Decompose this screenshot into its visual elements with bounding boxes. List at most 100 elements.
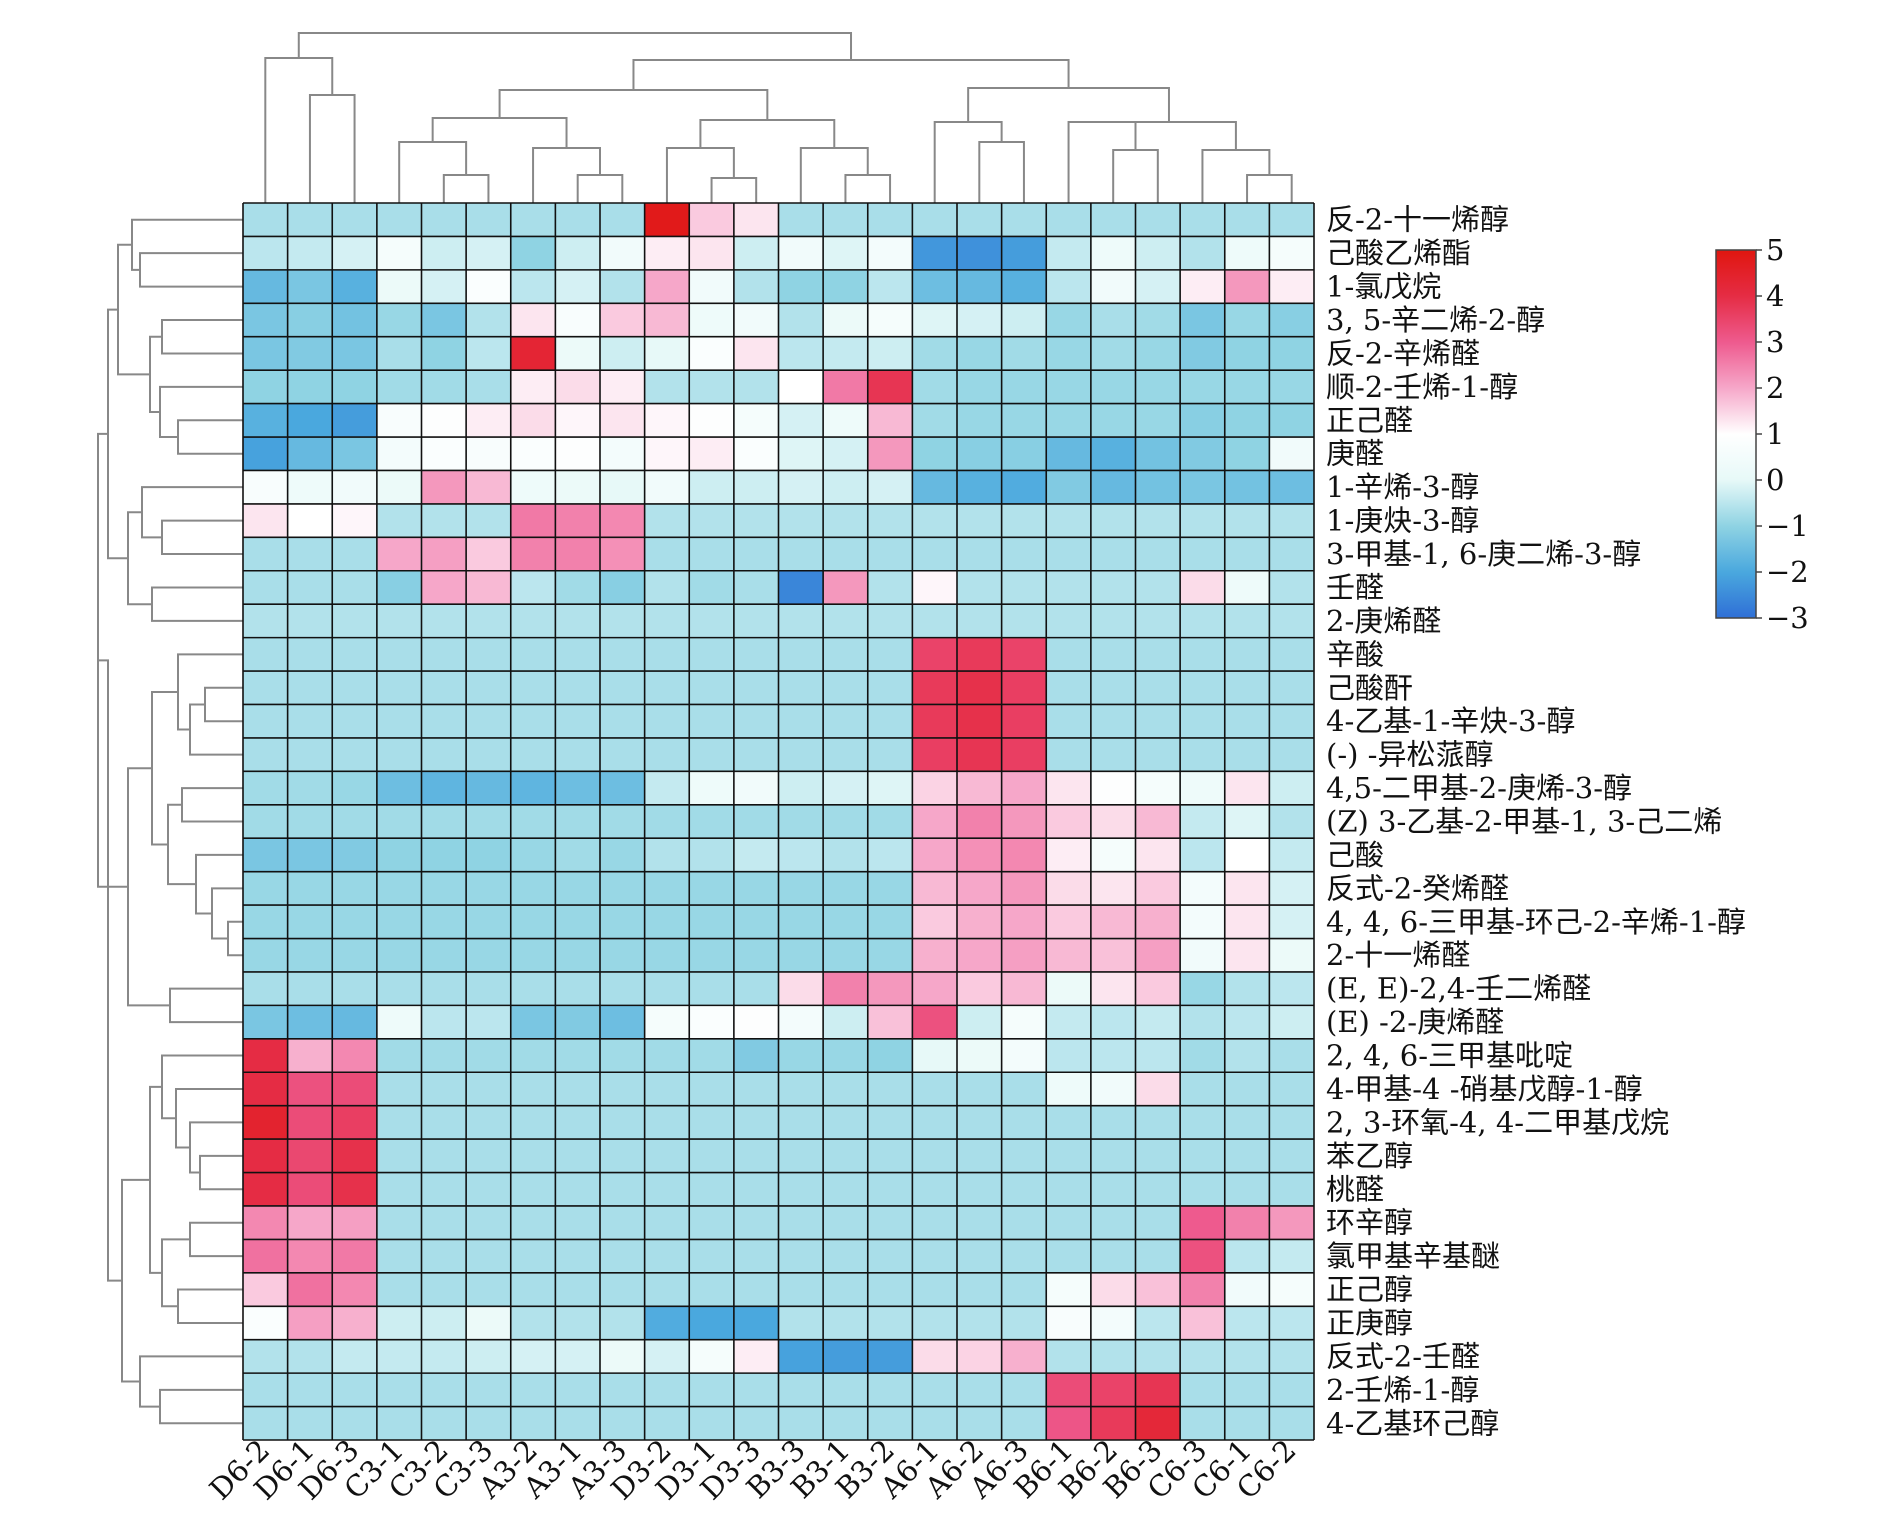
heatmap-cell [1135, 1272, 1181, 1307]
heatmap-cell [421, 704, 467, 738]
heatmap-cell [912, 938, 957, 972]
heatmap-cell [243, 1306, 288, 1340]
heatmap-cell [689, 704, 734, 738]
heatmap-cell [555, 637, 600, 672]
dendrogram-link [169, 987, 243, 1024]
heatmap-cell [600, 737, 645, 772]
heatmap-cell [466, 437, 511, 471]
dendrogram-link [161, 1238, 190, 1308]
heatmap-cell [555, 1005, 600, 1039]
heatmap-cell [421, 303, 467, 337]
heatmap-cell [644, 771, 690, 805]
heatmap-cell [823, 804, 868, 839]
heatmap-cell [1224, 336, 1270, 371]
heatmap-cell [243, 537, 288, 571]
dendrogram-link [297, 32, 853, 60]
heatmap-cell [1180, 1139, 1225, 1173]
heatmap-cell [466, 604, 511, 638]
heatmap-cell [778, 437, 824, 471]
heatmap-cell [689, 1205, 734, 1240]
heatmap-cell [376, 303, 422, 337]
heatmap-cell [689, 804, 734, 839]
heatmap-cell [376, 1306, 422, 1340]
heatmap-cell [689, 1306, 734, 1340]
heatmap-cell [1046, 1005, 1091, 1039]
heatmap-cell [644, 1339, 690, 1374]
heatmap-cell [823, 971, 868, 1006]
heatmap-cell [421, 905, 467, 939]
heatmap-cell [1224, 269, 1270, 304]
heatmap-cell [1001, 1339, 1047, 1374]
row-label: 环辛醇 [1326, 1206, 1413, 1240]
dendrogram-link [710, 177, 758, 203]
heatmap-cell [823, 737, 868, 772]
heatmap-cell [600, 838, 645, 872]
heatmap-cell [1001, 905, 1047, 939]
heatmap-cell [957, 838, 1002, 872]
heatmap-cell [287, 336, 333, 371]
heatmap-cell [689, 370, 734, 404]
heatmap-cell [1046, 1406, 1091, 1440]
heatmap-cell [421, 203, 467, 237]
heatmap-cell [510, 671, 556, 705]
row-label: 正己醛 [1326, 403, 1413, 437]
heatmap-cell [1090, 1005, 1136, 1039]
heatmap-cell [778, 269, 824, 304]
heatmap-cell [555, 1139, 600, 1173]
heatmap-cell [1224, 503, 1270, 538]
heatmap-cell [332, 1406, 377, 1440]
heatmap-cell [733, 269, 779, 304]
heatmap-cell [1224, 771, 1270, 805]
heatmap-cell [1046, 537, 1091, 571]
heatmap-cell [644, 804, 690, 839]
heatmap-cell [332, 604, 377, 638]
heatmap-cell [957, 336, 1002, 371]
heatmap-cell [600, 604, 645, 638]
heatmap-cell [1046, 336, 1091, 371]
heatmap-cell [510, 704, 556, 738]
heatmap-cell [867, 1105, 913, 1140]
heatmap-cell [1224, 1139, 1270, 1173]
heatmap-cell [957, 771, 1002, 805]
heatmap-cell [912, 838, 957, 872]
heatmap-cell [332, 403, 377, 438]
heatmap-cell [1269, 838, 1314, 872]
heatmap-cell [332, 1172, 377, 1206]
heatmap-cell [1046, 1373, 1091, 1407]
dendrogram-link [1102, 121, 1237, 150]
row-label: 4,5-二甲基-2-庚烯-3-醇 [1326, 771, 1632, 805]
heatmap-cell [1046, 604, 1091, 638]
heatmap-cell [287, 871, 333, 906]
heatmap-cell [1224, 437, 1270, 471]
heatmap-cell [1001, 1239, 1047, 1273]
heatmap-cell [376, 704, 422, 738]
heatmap-cell [1180, 838, 1225, 872]
heatmap-cell [1224, 1306, 1270, 1340]
heatmap-cell [912, 971, 957, 1006]
heatmap-cell [733, 1005, 779, 1039]
heatmap-cell [510, 804, 556, 839]
heatmap-cell [421, 1239, 467, 1273]
heatmap-cell [510, 604, 556, 638]
dendrogram-link [498, 89, 769, 120]
heatmap-cell [957, 1038, 1002, 1073]
heatmap-cell [644, 938, 690, 972]
heatmap-cell [600, 971, 645, 1006]
heatmap-cell [555, 370, 600, 404]
heatmap-cell [421, 269, 467, 304]
heatmap-cell [1135, 704, 1181, 738]
heatmap-cell [555, 737, 600, 772]
heatmap-cell [1090, 236, 1136, 270]
heatmap-cell [332, 737, 377, 772]
heatmap-cell [1135, 938, 1181, 972]
heatmap-cell [957, 503, 1002, 538]
heatmap-cell [1090, 1406, 1136, 1440]
heatmap-cell [733, 537, 779, 571]
heatmap-cell [1135, 804, 1181, 839]
heatmap-cell [1180, 236, 1225, 270]
heatmap-cell [823, 269, 868, 304]
heatmap-cell [823, 336, 868, 371]
heatmap-cell [733, 1038, 779, 1073]
heatmap-cell [1269, 971, 1314, 1006]
heatmap-cell [243, 704, 288, 738]
